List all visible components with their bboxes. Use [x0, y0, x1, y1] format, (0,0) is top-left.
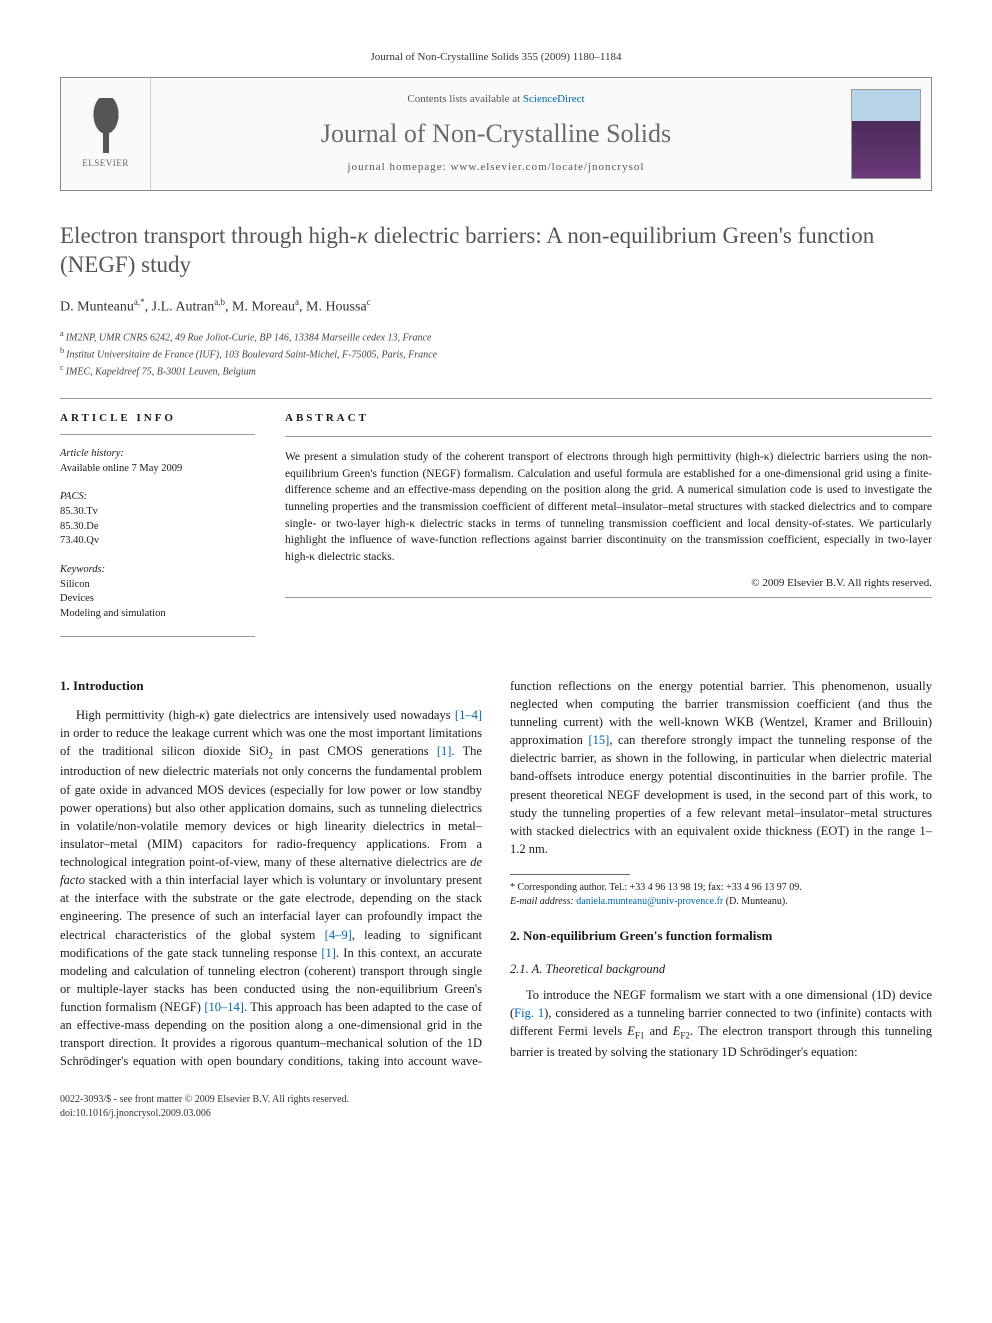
- s1-t2: ) gate dielectrics are intensively used …: [205, 708, 455, 722]
- elsevier-tree-icon: [81, 98, 131, 153]
- elsevier-name: ELSEVIER: [82, 157, 129, 170]
- keywords-label: Keywords:: [60, 563, 255, 578]
- fig-1-ref[interactable]: Fig. 1: [514, 1006, 544, 1020]
- section-1-heading: 1. Introduction: [60, 677, 482, 696]
- footnote-separator: [510, 874, 630, 875]
- ref-10-14[interactable]: [10–14]: [204, 1000, 244, 1014]
- s2-t3: and: [644, 1024, 672, 1038]
- cover-thumbnail: [841, 78, 931, 189]
- affiliation-c-text: IMEC, Kapeldreef 75, B-3001 Leuven, Belg…: [66, 367, 256, 378]
- authors: D. Munteanua,*, J.L. Autrana,b, M. Morea…: [60, 296, 932, 317]
- pacs-2: 73.40.Qv: [60, 534, 255, 549]
- author-3: , M. Moreau: [225, 300, 295, 315]
- affiliation-b-text: Institut Universitaire de France (IUF), …: [66, 349, 437, 360]
- ref-4-9[interactable]: [4–9]: [325, 928, 352, 942]
- ref-1a[interactable]: [1]: [437, 744, 452, 758]
- contents-line: Contents lists available at ScienceDirec…: [161, 92, 831, 107]
- affiliation-a-text: IM2NP, UMR CNRS 6242, 49 Rue Joliot-Curi…: [66, 332, 432, 343]
- affiliation-c: cIMEC, Kapeldreef 75, B-3001 Leuven, Bel…: [60, 362, 932, 379]
- abstract-copyright: © 2009 Elsevier B.V. All rights reserved…: [285, 576, 932, 591]
- footer-issn: 0022-3093/$ - see front matter © 2009 El…: [60, 1093, 349, 1107]
- abstract-heading: ABSTRACT: [285, 411, 932, 426]
- s1-t5: . The introduction of new dielectric mat…: [60, 744, 482, 869]
- author-2-sup: a,b: [214, 297, 225, 307]
- homepage-url[interactable]: www.elsevier.com/locate/jnoncrysol: [450, 161, 644, 173]
- keyword-1: Devices: [60, 592, 255, 607]
- ref-1-4[interactable]: [1–4]: [455, 708, 482, 722]
- history-block: Article history: Available online 7 May …: [60, 447, 255, 476]
- footer: 0022-3093/$ - see front matter © 2009 El…: [60, 1093, 932, 1121]
- journal-header: ELSEVIER Contents lists available at Sci…: [60, 77, 932, 190]
- footer-doi: doi:10.1016/j.jnoncrysol.2009.03.006: [60, 1107, 349, 1121]
- citation-line: Journal of Non-Crystalline Solids 355 (2…: [60, 50, 932, 65]
- pacs-block: PACS: 85.30.Tv 85.30.De 73.40.Qv: [60, 490, 255, 549]
- info-abstract-row: ARTICLE INFO Article history: Available …: [60, 411, 932, 649]
- email-link[interactable]: daniela.munteanu@univ-provence.fr: [576, 896, 723, 907]
- affiliations: aIM2NP, UMR CNRS 6242, 49 Rue Joliot-Cur…: [60, 328, 932, 380]
- author-1-sup: a,*: [134, 297, 145, 307]
- email-line: E-mail address: daniela.munteanu@univ-pr…: [510, 895, 932, 909]
- divider-top: [60, 398, 932, 399]
- contents-prefix: Contents lists available at: [407, 93, 522, 105]
- email-who: (D. Munteanu).: [726, 896, 788, 907]
- body-columns: 1. Introduction High permittivity (high-…: [60, 677, 932, 1071]
- ef1: E: [627, 1024, 635, 1038]
- corresponding-author: * Corresponding author. Tel.: +33 4 96 1…: [510, 881, 932, 895]
- history-value: Available online 7 May 2009: [60, 462, 255, 477]
- article-title: Electron transport through high-κ dielec…: [60, 221, 932, 281]
- journal-name: Journal of Non-Crystalline Solids: [161, 116, 831, 152]
- info-divider-2: [60, 636, 255, 637]
- pacs-label: PACS:: [60, 490, 255, 505]
- s1-t11: , can therefore strongly impact the tunn…: [510, 733, 932, 856]
- s1-t4: in past CMOS generations: [273, 744, 437, 758]
- elsevier-logo: ELSEVIER: [61, 78, 151, 189]
- homepage-prefix: journal homepage:: [348, 161, 451, 173]
- history-label: Article history:: [60, 447, 255, 462]
- affiliation-a: aIM2NP, UMR CNRS 6242, 49 Rue Joliot-Cur…: [60, 328, 932, 345]
- email-label: E-mail address:: [510, 896, 574, 907]
- section-2-1-heading: 2.1. A. Theoretical background: [510, 960, 932, 978]
- section-2-heading: 2. Non-equilibrium Green's function form…: [510, 927, 932, 946]
- pacs-0: 85.30.Tv: [60, 505, 255, 520]
- s1-t1: High permittivity (high-: [76, 708, 199, 722]
- footer-left: 0022-3093/$ - see front matter © 2009 El…: [60, 1093, 349, 1121]
- homepage-line: journal homepage: www.elsevier.com/locat…: [161, 160, 831, 175]
- footnote: * Corresponding author. Tel.: +33 4 96 1…: [510, 881, 932, 909]
- info-divider-1: [60, 434, 255, 435]
- keyword-0: Silicon: [60, 578, 255, 593]
- pacs-1: 85.30.De: [60, 520, 255, 535]
- abstract-text: We present a simulation study of the coh…: [285, 449, 932, 566]
- affiliation-b: bInstitut Universitaire de France (IUF),…: [60, 345, 932, 362]
- sciencedirect-link[interactable]: ScienceDirect: [523, 93, 585, 105]
- author-4-sup: c: [367, 297, 371, 307]
- cover-image: [851, 89, 921, 179]
- ref-15[interactable]: [15]: [588, 733, 609, 747]
- keyword-2: Modeling and simulation: [60, 607, 255, 622]
- article-info: ARTICLE INFO Article history: Available …: [60, 411, 255, 649]
- info-heading: ARTICLE INFO: [60, 411, 255, 426]
- author-2: , J.L. Autran: [145, 300, 215, 315]
- s1-t9: . This approach has been adapted to: [244, 1000, 428, 1014]
- abstract-divider-2: [285, 597, 932, 598]
- author-4: , M. Houssa: [299, 300, 367, 315]
- abstract-divider-1: [285, 436, 932, 437]
- author-1: D. Munteanu: [60, 300, 134, 315]
- section-2-para: To introduce the NEGF formalism we start…: [510, 986, 932, 1061]
- ref-1b[interactable]: [1]: [321, 946, 336, 960]
- title-part1: Electron transport through high-: [60, 223, 357, 248]
- keywords-block: Keywords: Silicon Devices Modeling and s…: [60, 563, 255, 622]
- journal-center: Contents lists available at ScienceDirec…: [151, 78, 841, 189]
- abstract-column: ABSTRACT We present a simulation study o…: [285, 411, 932, 649]
- title-kappa: κ: [357, 223, 368, 248]
